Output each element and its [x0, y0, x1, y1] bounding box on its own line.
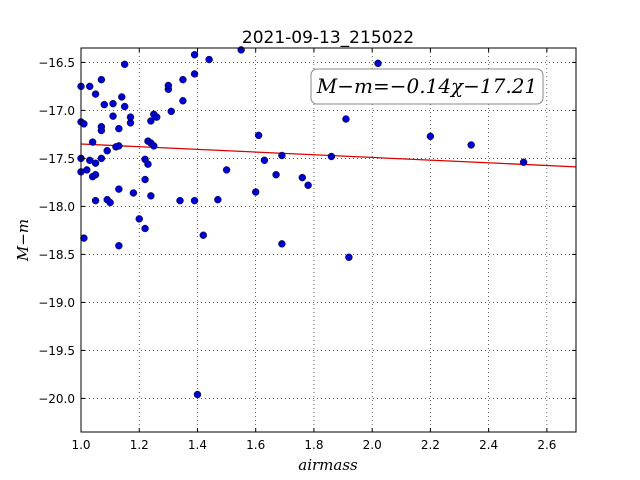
x-tick-label: 2.2	[421, 438, 440, 452]
data-point	[141, 224, 149, 233]
data-point	[278, 151, 286, 160]
data-point	[141, 175, 149, 184]
data-point	[167, 107, 175, 116]
data-point	[86, 82, 94, 91]
y-axis-label: M−m	[14, 219, 32, 262]
data-point	[153, 113, 161, 121]
data-point	[115, 185, 123, 193]
grid	[80, 48, 576, 432]
data-point	[97, 75, 106, 84]
y-tick-label: −20.0	[38, 392, 75, 406]
data-point	[120, 60, 129, 69]
data-point	[193, 390, 202, 399]
y-tick-label: −19.5	[38, 344, 75, 358]
chart-title: 2021-09-13_215022	[242, 28, 414, 48]
data-point	[199, 231, 207, 239]
data-point	[103, 147, 111, 155]
fit-equation: M−m=−0.14χ−17.21	[316, 74, 537, 98]
data-point	[126, 113, 135, 121]
data-point	[120, 102, 129, 111]
data-point	[374, 59, 382, 68]
x-axis-label: airmass	[298, 456, 358, 474]
data-point	[298, 173, 306, 182]
data-points	[77, 46, 528, 399]
tick-marks	[80, 48, 576, 432]
data-point	[91, 90, 100, 98]
data-point	[86, 156, 94, 165]
data-point	[467, 141, 475, 149]
data-point	[115, 242, 123, 250]
data-point	[222, 166, 231, 174]
data-point	[97, 154, 106, 163]
data-point	[109, 112, 117, 120]
data-point	[118, 93, 126, 101]
data-point	[129, 189, 138, 197]
x-tick-label: 1.8	[304, 438, 323, 452]
y-tick-label: −18.0	[38, 200, 75, 214]
data-point	[135, 215, 143, 223]
data-point	[144, 160, 152, 168]
y-tick-label: −19.0	[38, 296, 75, 310]
x-tick-label: 2.0	[363, 438, 382, 452]
data-point	[179, 97, 187, 105]
data-point	[164, 81, 173, 90]
data-point	[278, 240, 286, 248]
data-point	[106, 198, 114, 207]
data-point	[342, 115, 350, 123]
y-tick-label: −17.5	[38, 152, 75, 166]
data-point	[190, 51, 199, 59]
data-point	[91, 159, 100, 167]
y-tick-label: −18.5	[38, 248, 75, 262]
y-tick-labels: −16.5 −17.0 −17.5 −18.0 −18.5 −19.0 −19.5 −20.0	[38, 56, 75, 406]
x-tick-label: 1.0	[71, 438, 90, 452]
data-point	[205, 55, 213, 64]
x-tick-label: 1.6	[246, 438, 265, 452]
data-point	[179, 75, 187, 84]
data-point	[147, 192, 155, 200]
data-point	[109, 99, 117, 108]
y-tick-label: −16.5	[38, 56, 75, 70]
data-point	[426, 132, 435, 141]
data-point	[115, 142, 123, 150]
x-tick-label: 1.4	[188, 438, 207, 452]
fit-equation-box: M−m=−0.14χ−17.21	[310, 68, 544, 105]
data-point	[214, 195, 222, 204]
y-tick-label: −17.0	[38, 104, 75, 118]
data-point	[260, 156, 269, 165]
data-point	[304, 181, 312, 189]
data-point	[150, 142, 158, 150]
x-tick-label: 2.4	[479, 438, 498, 452]
data-point	[176, 196, 184, 205]
data-point	[91, 196, 100, 205]
data-point	[80, 234, 88, 242]
data-point	[254, 131, 263, 140]
data-point	[91, 171, 100, 179]
data-point	[97, 126, 106, 135]
data-point	[80, 120, 88, 128]
data-point	[147, 117, 155, 125]
data-point	[100, 100, 108, 109]
data-point	[190, 70, 199, 78]
data-point	[83, 166, 91, 174]
data-point	[115, 124, 123, 133]
x-tick-label: 1.2	[130, 438, 149, 452]
x-tick-label: 2.6	[537, 438, 556, 452]
data-point	[519, 158, 528, 166]
data-point	[345, 253, 353, 261]
data-point	[190, 196, 199, 205]
axes-frame	[80, 47, 577, 433]
data-point	[327, 152, 336, 161]
data-point	[252, 188, 260, 196]
data-point	[272, 171, 280, 179]
data-point	[88, 138, 97, 146]
x-tick-labels: 1.0 1.2 1.4 1.6 1.8 2.0 2.2 2.4 2.6	[71, 438, 556, 452]
